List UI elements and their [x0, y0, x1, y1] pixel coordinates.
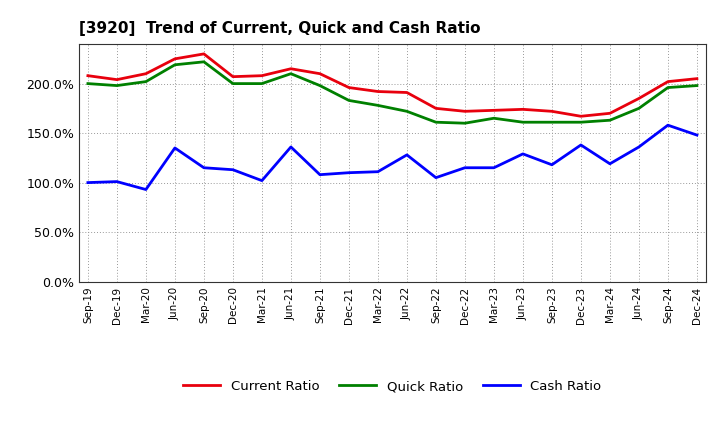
Cash Ratio: [142, 187, 150, 192]
Current Ratio: [461, 109, 469, 114]
Quick Ratio: [606, 117, 614, 123]
Cash Ratio: [490, 165, 498, 170]
Current Ratio: [287, 66, 295, 71]
Current Ratio: [345, 85, 354, 90]
Cash Ratio: [171, 145, 179, 150]
Cash Ratio: [461, 165, 469, 170]
Quick Ratio: [84, 81, 92, 86]
Quick Ratio: [693, 83, 701, 88]
Current Ratio: [171, 56, 179, 62]
Quick Ratio: [548, 120, 557, 125]
Quick Ratio: [461, 121, 469, 126]
Cash Ratio: [664, 122, 672, 128]
Current Ratio: [577, 114, 585, 119]
Quick Ratio: [112, 83, 121, 88]
Cash Ratio: [693, 132, 701, 138]
Current Ratio: [112, 77, 121, 82]
Quick Ratio: [577, 120, 585, 125]
Quick Ratio: [258, 81, 266, 86]
Current Ratio: [142, 71, 150, 76]
Cash Ratio: [315, 172, 324, 177]
Line: Current Ratio: Current Ratio: [88, 54, 697, 116]
Cash Ratio: [634, 144, 643, 150]
Cash Ratio: [84, 180, 92, 185]
Line: Cash Ratio: Cash Ratio: [88, 125, 697, 190]
Current Ratio: [664, 79, 672, 84]
Current Ratio: [374, 89, 382, 94]
Line: Quick Ratio: Quick Ratio: [88, 62, 697, 123]
Cash Ratio: [606, 161, 614, 166]
Current Ratio: [518, 106, 527, 112]
Cash Ratio: [345, 170, 354, 175]
Quick Ratio: [664, 85, 672, 90]
Cash Ratio: [112, 179, 121, 184]
Quick Ratio: [142, 79, 150, 84]
Quick Ratio: [315, 83, 324, 88]
Quick Ratio: [490, 116, 498, 121]
Quick Ratio: [402, 109, 411, 114]
Cash Ratio: [287, 144, 295, 150]
Current Ratio: [431, 106, 440, 111]
Cash Ratio: [518, 151, 527, 157]
Quick Ratio: [345, 98, 354, 103]
Current Ratio: [606, 110, 614, 116]
Current Ratio: [402, 90, 411, 95]
Cash Ratio: [228, 167, 237, 172]
Quick Ratio: [634, 106, 643, 111]
Quick Ratio: [228, 81, 237, 86]
Quick Ratio: [518, 120, 527, 125]
Quick Ratio: [287, 71, 295, 76]
Cash Ratio: [199, 165, 208, 170]
Quick Ratio: [199, 59, 208, 64]
Current Ratio: [693, 76, 701, 81]
Current Ratio: [228, 74, 237, 79]
Cash Ratio: [431, 175, 440, 180]
Current Ratio: [490, 108, 498, 113]
Cash Ratio: [402, 152, 411, 158]
Quick Ratio: [374, 103, 382, 108]
Cash Ratio: [548, 162, 557, 167]
Text: [3920]  Trend of Current, Quick and Cash Ratio: [3920] Trend of Current, Quick and Cash …: [79, 21, 481, 36]
Current Ratio: [634, 96, 643, 101]
Cash Ratio: [258, 178, 266, 183]
Cash Ratio: [374, 169, 382, 174]
Current Ratio: [84, 73, 92, 78]
Current Ratio: [548, 109, 557, 114]
Current Ratio: [258, 73, 266, 78]
Current Ratio: [315, 71, 324, 76]
Quick Ratio: [431, 120, 440, 125]
Current Ratio: [199, 51, 208, 56]
Cash Ratio: [577, 142, 585, 147]
Legend: Current Ratio, Quick Ratio, Cash Ratio: Current Ratio, Quick Ratio, Cash Ratio: [178, 374, 607, 399]
Quick Ratio: [171, 62, 179, 67]
